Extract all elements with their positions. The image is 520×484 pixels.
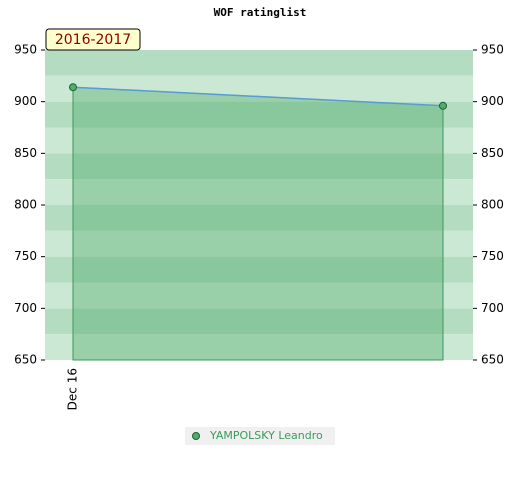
y-tick-label: 700: [14, 301, 37, 315]
annotation: 2016-2017: [55, 32, 131, 48]
grid-band: [45, 153, 473, 180]
grid-band: [45, 50, 473, 76]
point: [439, 101, 447, 110]
y-tick-label: 950: [14, 43, 37, 57]
grid-band: [45, 282, 473, 309]
annotation-box: [45, 28, 141, 51]
y-tick-label: 750: [14, 249, 37, 263]
y2-tick-label: 700: [481, 301, 504, 315]
grid-band: [45, 230, 473, 257]
y2-tick-label: 650: [481, 353, 504, 367]
legend: [185, 427, 335, 445]
grid-band: [45, 101, 473, 128]
x-tick-label: Dec 16: [66, 368, 80, 410]
y2-tick-label: 850: [481, 146, 504, 160]
legend-label: YAMPOLSKY Leandro: [209, 429, 323, 442]
point: [69, 83, 77, 92]
legend-marker: [192, 432, 200, 440]
y2-tick-label: 950: [481, 43, 504, 57]
y-tick-label: 850: [14, 146, 37, 160]
y2-tick-label: 900: [481, 94, 504, 108]
y-tick-label: 800: [14, 198, 37, 212]
y2-tick-label: 800: [481, 198, 504, 212]
grid-band: [45, 308, 473, 335]
grid-band: [45, 179, 473, 205]
grid-band: [45, 127, 473, 154]
chart-title: WOF ratinglist: [214, 6, 307, 19]
grid-band: [45, 334, 473, 360]
grid-band: [45, 256, 473, 283]
plot-area: [45, 50, 473, 360]
y-tick-label: 650: [14, 353, 37, 367]
area: [72, 86, 444, 361]
grid-band: [45, 205, 473, 231]
line: [72, 86, 444, 107]
y2-tick-label: 750: [481, 249, 504, 263]
y-tick-label: 900: [14, 94, 37, 108]
